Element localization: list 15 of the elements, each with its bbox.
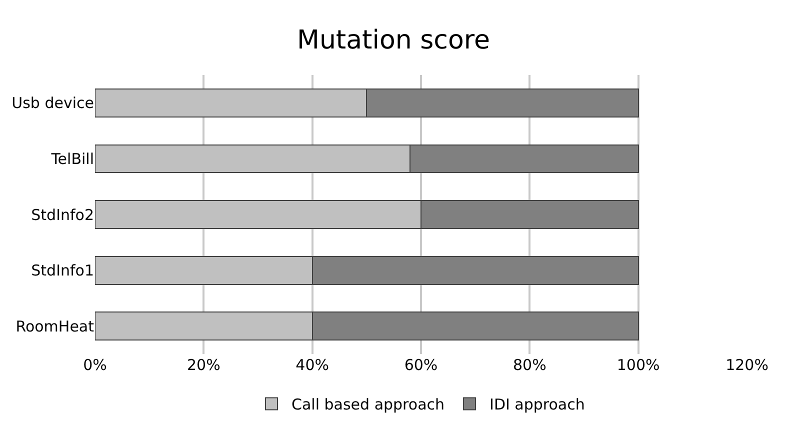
x-tick-label: 60% xyxy=(404,356,438,374)
x-tick-label: 120% xyxy=(726,356,768,374)
legend-label: IDI approach xyxy=(490,396,585,414)
x-tick-label: 80% xyxy=(513,356,546,374)
legend-label: Call based approach xyxy=(292,396,445,414)
y-tick-label: StdInfo2 xyxy=(31,206,94,224)
x-tick-label: 100% xyxy=(616,356,660,374)
x-tick-label: 0% xyxy=(83,356,107,374)
y-tick-label: Usb device xyxy=(12,94,94,112)
x-tick-label: 40% xyxy=(296,356,329,374)
chart-title: Mutation score xyxy=(297,26,490,56)
y-tick-label: TelBill xyxy=(50,150,94,168)
x-tick-label: 20% xyxy=(187,356,220,374)
y-tick-label: RoomHeat xyxy=(16,317,94,336)
y-tick-label: StdInfo1 xyxy=(31,262,94,280)
